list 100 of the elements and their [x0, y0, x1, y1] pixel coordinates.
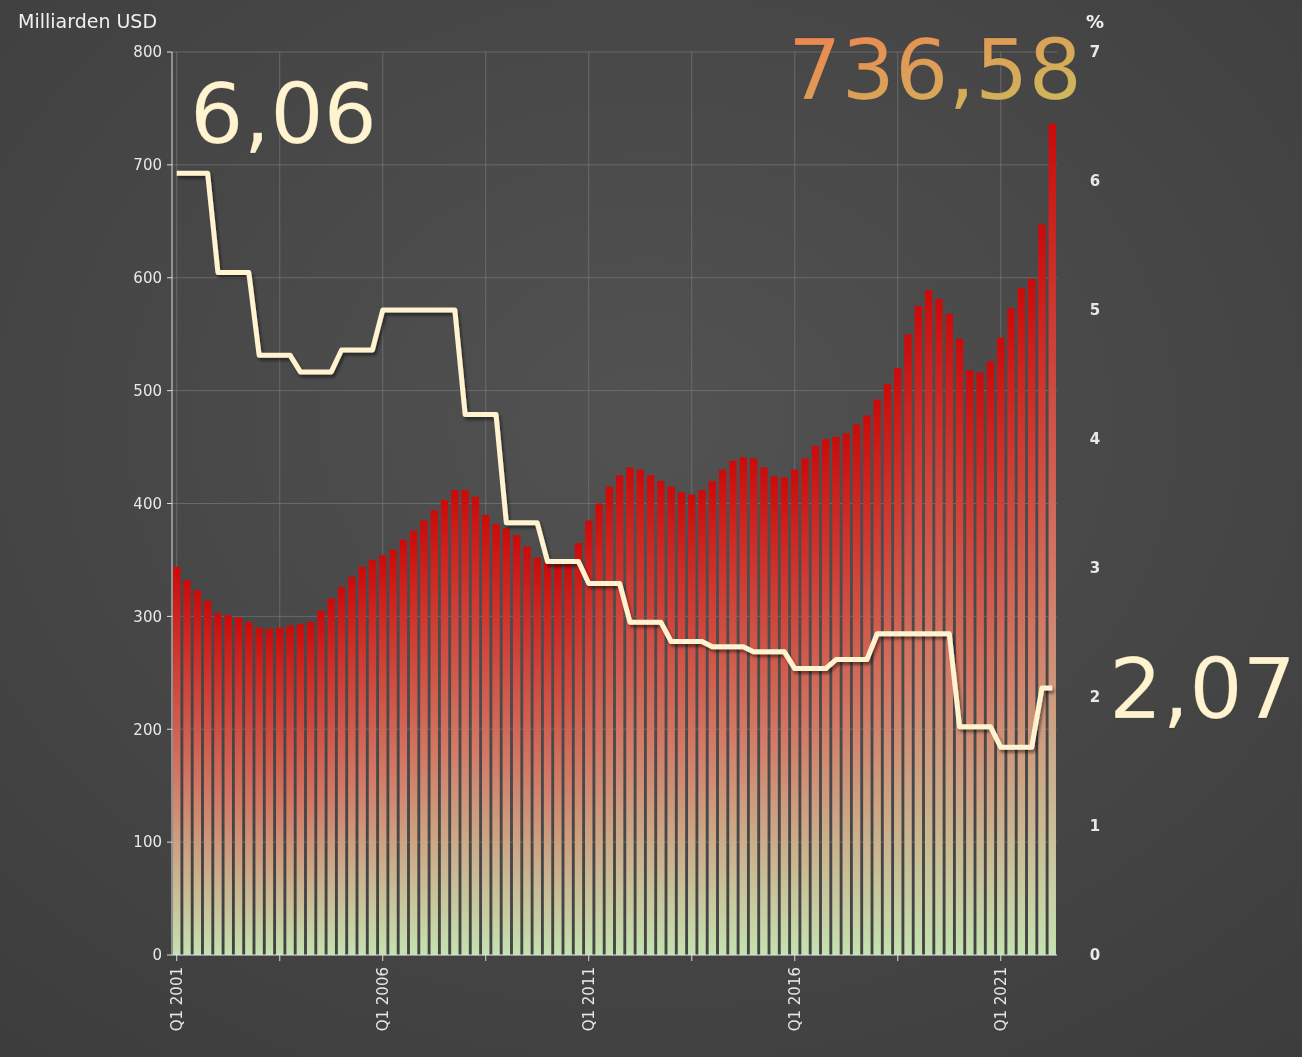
bar [677, 492, 686, 955]
bar [173, 566, 181, 955]
bar [327, 598, 335, 955]
y-tick-label: 200 [133, 720, 162, 739]
bar [389, 549, 397, 955]
bar [585, 520, 593, 955]
y2-tick-label: 2 [1089, 688, 1101, 707]
bar [245, 622, 253, 955]
y-tick-label: 800 [133, 43, 162, 62]
y-tick-label: 600 [133, 269, 162, 287]
y2-tick-label: 4 [1089, 430, 1101, 449]
bar [286, 625, 294, 955]
bar [986, 361, 995, 955]
bar [976, 372, 984, 955]
bar [255, 627, 263, 955]
bar [1007, 308, 1015, 955]
text: 2,07 [1109, 639, 1297, 738]
bar [636, 469, 644, 955]
y2-axis-title: % [1085, 11, 1105, 32]
bar [214, 612, 222, 955]
bar [780, 477, 789, 955]
bar [399, 539, 408, 955]
bar [512, 535, 521, 955]
y-tick-label: 400 [133, 494, 162, 513]
bar [914, 305, 923, 955]
bar [904, 334, 912, 955]
bar [935, 299, 943, 955]
bar [863, 415, 871, 955]
bar [1027, 278, 1036, 955]
bar [852, 424, 861, 955]
bar [337, 587, 346, 955]
annotation: 6,06 [190, 65, 378, 164]
bar [440, 500, 449, 955]
bar [966, 370, 974, 955]
x-tick-label: Q1 2006 [373, 967, 392, 1032]
bar [1038, 224, 1046, 955]
bar [615, 475, 624, 955]
bar [646, 475, 655, 955]
y-axis-title: Milliarden USD [18, 10, 158, 32]
x-tick-label: Q1 2016 [786, 967, 804, 1032]
bar [739, 457, 747, 955]
bar [718, 469, 727, 955]
bar [626, 467, 634, 955]
bar [533, 557, 541, 955]
bar [945, 313, 953, 955]
bar [1017, 287, 1026, 955]
y2-tick-label: 6 [1089, 172, 1101, 191]
bar [791, 469, 799, 955]
x-tick-label: Q1 2001 [167, 967, 186, 1032]
bar [502, 528, 511, 955]
y-tick-label: 500 [133, 381, 162, 400]
bar [667, 486, 675, 955]
bar [543, 562, 552, 955]
bar [883, 383, 892, 955]
bar [358, 566, 366, 955]
bar [760, 467, 768, 955]
bar [492, 523, 500, 955]
bar [801, 458, 809, 955]
x-tick-label: Q1 2021 [992, 967, 1011, 1032]
bar [482, 514, 490, 955]
bar [306, 622, 315, 955]
y-tick-label: 100 [133, 833, 162, 852]
bar [296, 624, 305, 955]
x-tick-label: Q1 2011 [580, 967, 598, 1032]
bar [203, 600, 212, 955]
bar [924, 290, 933, 955]
bar [183, 580, 191, 955]
bar [749, 458, 758, 955]
bar [193, 590, 202, 955]
bar [409, 530, 418, 955]
y2-tick-label: 7 [1089, 43, 1101, 62]
bar [821, 439, 830, 955]
bar [276, 627, 284, 955]
bar [554, 564, 562, 955]
bar [451, 489, 459, 955]
bar [523, 546, 531, 955]
bar [729, 460, 737, 955]
y-tick-label: 700 [133, 156, 162, 175]
bar [770, 476, 778, 955]
bar [873, 399, 881, 955]
bar [842, 433, 850, 955]
bar [688, 494, 696, 955]
bar [605, 486, 614, 955]
bar [574, 543, 583, 955]
bar [379, 555, 387, 955]
bar [234, 617, 243, 955]
bar [698, 489, 706, 955]
y-tick-label: 300 [133, 607, 162, 626]
bar [997, 337, 1005, 955]
bar [894, 368, 902, 955]
bar [1048, 123, 1056, 955]
bar [348, 576, 356, 955]
bar [832, 436, 840, 955]
bar [471, 496, 480, 955]
bar [317, 610, 325, 955]
bar [811, 445, 820, 955]
bar [420, 520, 428, 955]
y2-tick-label: 0 [1089, 946, 1101, 965]
bar [265, 628, 274, 955]
bar [595, 503, 603, 955]
